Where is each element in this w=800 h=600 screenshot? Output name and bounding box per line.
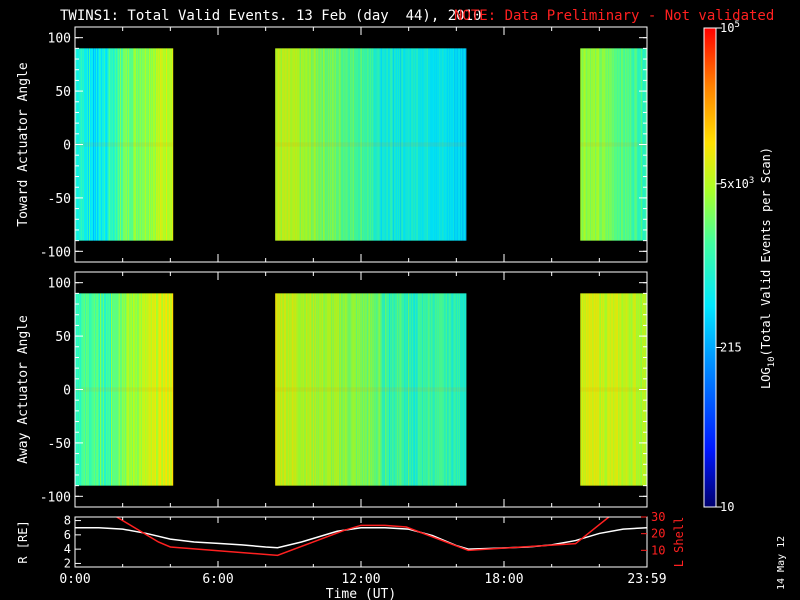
orbit-y2tick-label: 10: [651, 543, 665, 557]
orbit-y2tick-label: 20: [651, 527, 665, 541]
away-data-segment-3: [580, 293, 648, 486]
xtick-label: 0:00: [59, 572, 90, 587]
away-ytick-label: -50: [48, 437, 71, 452]
toward-ylabel: Toward Actuator Angle: [16, 62, 31, 227]
toward-ytick-label: 50: [55, 85, 71, 100]
colorbar-tick-label: 10: [720, 500, 734, 514]
chart-note: NOTE: Data Preliminary - Not validated: [454, 8, 774, 24]
toward-ytick-label: 0: [63, 139, 71, 154]
away-ylabel: Away Actuator Angle: [16, 315, 31, 464]
orbit-ytick-label: 4: [64, 542, 71, 556]
away-data-segment-1: [75, 293, 174, 486]
colorbar-label: LOG10(Total Valid Events per Scan): [759, 147, 777, 389]
xtick-label: 23:59: [627, 572, 666, 587]
colorbar: 105 5x103 215 10 LOG10(Total Valid Events p…: [703, 20, 777, 514]
toward-ytick-label: -50: [48, 192, 71, 207]
orbit-ytick-label: 8: [64, 514, 71, 528]
toward-ytick-label: -100: [40, 245, 71, 260]
orbit-ylabel: R [RE]: [16, 520, 30, 563]
toward-heatmap-panel: 100 50 0 -50 -100 Toward Actuator Angle: [16, 26, 648, 263]
away-heatmap-panel: 100 50 0 -50 -100 Away Actuator Angle: [16, 271, 648, 508]
toward-ytick-label: 100: [48, 32, 71, 47]
toward-data-segment-2: [275, 48, 467, 241]
r-series-line: [75, 526, 647, 550]
away-ytick-label: 100: [48, 277, 71, 292]
x-axis-label: Time (UT): [326, 587, 396, 600]
colorbar-gradient: [703, 27, 717, 508]
away-ytick-label: -100: [40, 490, 71, 505]
away-ytick-label: 0: [63, 384, 71, 399]
orbit-y2tick-label: 30: [651, 510, 665, 524]
away-ytick-label: 50: [55, 330, 71, 345]
colorbar-tick-label: 105: [720, 20, 740, 35]
orbit-y2label: L Shell: [672, 517, 686, 568]
xtick-label: 18:00: [484, 572, 523, 587]
date-stamp: 14 May 12: [776, 536, 787, 590]
xtick-label: 12:00: [341, 572, 380, 587]
orbit-ytick-label: 2: [64, 556, 71, 570]
lshell-series-line: [116, 517, 610, 557]
xtick-label: 6:00: [202, 572, 233, 587]
orbit-ytick-label: 6: [64, 528, 71, 542]
toward-data-segment-3: [580, 48, 648, 241]
away-data-segment-2: [275, 293, 467, 486]
colorbar-tick-label: 215: [720, 340, 742, 354]
toward-data-segment-1: [75, 48, 174, 241]
chart-title: TWINS1: Total Valid Events. 13 Feb (day …: [60, 8, 481, 24]
orbit-frame: [74, 516, 648, 568]
colorbar-tick-label: 5x103: [720, 176, 754, 191]
